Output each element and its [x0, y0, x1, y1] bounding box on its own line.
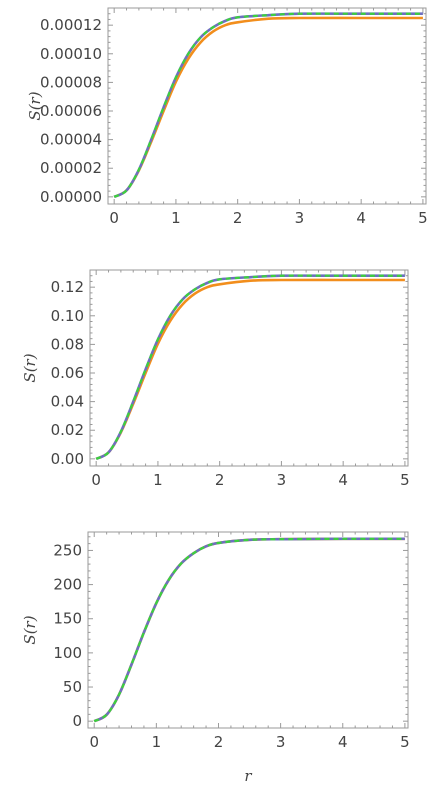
y-tick-label: 0.00	[51, 450, 84, 468]
y-tick-label: 200	[53, 576, 82, 594]
y-tick-label: 0.00006	[40, 102, 102, 120]
y-tick-label: 0.00010	[40, 45, 102, 63]
plot-frame	[89, 269, 409, 467]
x-tick-label: 3	[276, 733, 286, 751]
x-tick-label: 2	[214, 733, 224, 751]
y-tick-label: 100	[53, 644, 82, 662]
x-tick-label: 3	[277, 471, 287, 489]
y-tick-label: 0.00012	[40, 16, 102, 34]
y-tick-label: 150	[53, 610, 82, 628]
series-line-3	[93, 537, 405, 723]
series-line-2	[95, 274, 405, 461]
x-tick-label: 1	[153, 471, 163, 489]
series-group	[95, 274, 405, 461]
series-line-1	[95, 278, 405, 461]
x-tick-label: 5	[400, 733, 410, 751]
series-line-2	[113, 12, 423, 199]
y-tick-label: 0.12	[51, 278, 84, 296]
y-tick-label: 0.04	[51, 393, 84, 411]
x-tick-label: 0	[89, 733, 99, 751]
y-tick-label: 0.00000	[40, 188, 102, 206]
x-tick-label: 5	[418, 209, 428, 227]
y-tick-label: 0.00004	[40, 131, 102, 149]
y-tick-label: 0.02	[51, 421, 84, 439]
y-tick-label: 0.08	[51, 335, 84, 353]
series-group	[113, 12, 423, 199]
panel-1: 0 1 2 3 4 5 0.00000 0.00002 0.00004 0.00006 0.0000…	[26, 7, 428, 227]
panel-2: 0 1 2 3 4 5 0.00 0.02 0.04 0.06 0.08 0.10 0.12 S(r)	[21, 269, 410, 489]
plot-frame	[87, 531, 409, 729]
y-tick-label: 50	[63, 678, 82, 696]
x-tick-label: 2	[233, 209, 243, 227]
x-tick-label: 0	[109, 209, 119, 227]
x-tick-label: 3	[295, 209, 305, 227]
y-tick-label: 0.10	[51, 307, 84, 325]
x-tick-label: 4	[356, 209, 366, 227]
y-axis-label: S(r)	[26, 91, 44, 120]
x-tick-label: 1	[171, 209, 181, 227]
series-line-3	[95, 274, 405, 460]
y-axis-label: S(r)	[21, 353, 39, 382]
series-line-2	[93, 537, 405, 723]
series-line-1	[113, 16, 423, 199]
y-tick-label: 0.00008	[40, 73, 102, 91]
y-tick-label: 0.00002	[40, 159, 102, 177]
y-tick-label: 250	[53, 541, 82, 559]
x-axis-label: r	[244, 767, 252, 785]
y-tick-label: 0	[72, 712, 82, 730]
x-tick-label: 4	[338, 733, 348, 751]
series-line-1	[93, 537, 405, 723]
x-tick-label: 1	[152, 733, 162, 751]
plot-frame	[107, 7, 427, 205]
y-tick-label: 0.06	[51, 364, 84, 382]
x-tick-label: 5	[400, 471, 410, 489]
x-tick-label: 4	[338, 471, 348, 489]
series-group	[93, 537, 405, 723]
y-axis-label: S(r)	[21, 615, 39, 644]
x-tick-label: 0	[91, 471, 101, 489]
series-line-3	[113, 12, 423, 198]
x-tick-label: 2	[215, 471, 225, 489]
